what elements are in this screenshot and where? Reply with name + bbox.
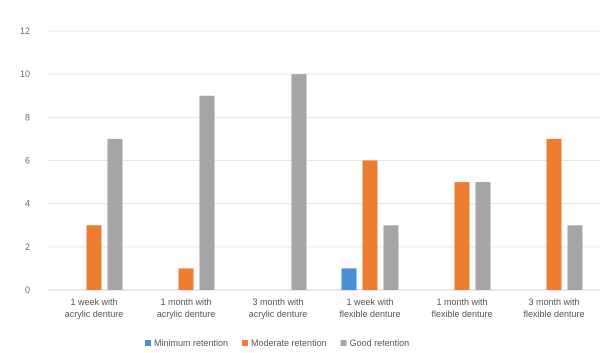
gridlines [48, 30, 600, 291]
bar [475, 182, 491, 290]
x-tick-label: 1 week with [70, 297, 117, 307]
x-tick-label: 3 month with [252, 297, 303, 307]
y-tick-label: 12 [20, 26, 30, 36]
bar [86, 225, 102, 290]
x-tick-label: flexible denture [339, 309, 400, 319]
legend-swatch [242, 340, 249, 346]
bar [341, 268, 357, 290]
x-tick-label: 1 month with [436, 297, 487, 307]
bar [199, 95, 215, 290]
x-tick-label: 1 week with [346, 297, 393, 307]
x-tick-label: 1 month with [160, 297, 211, 307]
y-tick-label: 8 [25, 112, 30, 122]
bar [291, 74, 307, 291]
y-tick-label: 0 [25, 285, 30, 295]
y-tick-label: 6 [25, 156, 30, 166]
bar [454, 182, 470, 290]
y-axis: 0 2 4 6 8 10 12 [20, 26, 30, 295]
y-tick-label: 2 [25, 242, 30, 252]
x-tick-label: 3 month with [528, 297, 579, 307]
legend-swatch [145, 340, 151, 346]
legend-label: Moderate retention [251, 338, 327, 348]
x-axis: 1 week with acrylic denture 1 month with ac… [65, 297, 585, 319]
x-tick-label: acrylic denture [65, 309, 124, 319]
y-tick-label: 10 [20, 69, 30, 79]
legend-label: Good retention [350, 338, 410, 348]
bar [178, 268, 194, 290]
x-tick-label: acrylic denture [157, 309, 216, 319]
bar [546, 138, 562, 290]
legend-label: Minimum retention [154, 338, 228, 348]
legend: Minimum retention Moderate retention Good … [145, 338, 409, 348]
y-tick-label: 4 [25, 199, 30, 209]
bar [107, 138, 123, 290]
legend-swatch [340, 340, 347, 346]
x-tick-label: acrylic denture [249, 309, 308, 319]
bar [567, 225, 583, 290]
bar [383, 225, 399, 290]
bar [362, 160, 378, 290]
x-tick-label: flexible denture [431, 309, 492, 319]
x-tick-label: flexible denture [523, 309, 584, 319]
bars [86, 74, 583, 291]
